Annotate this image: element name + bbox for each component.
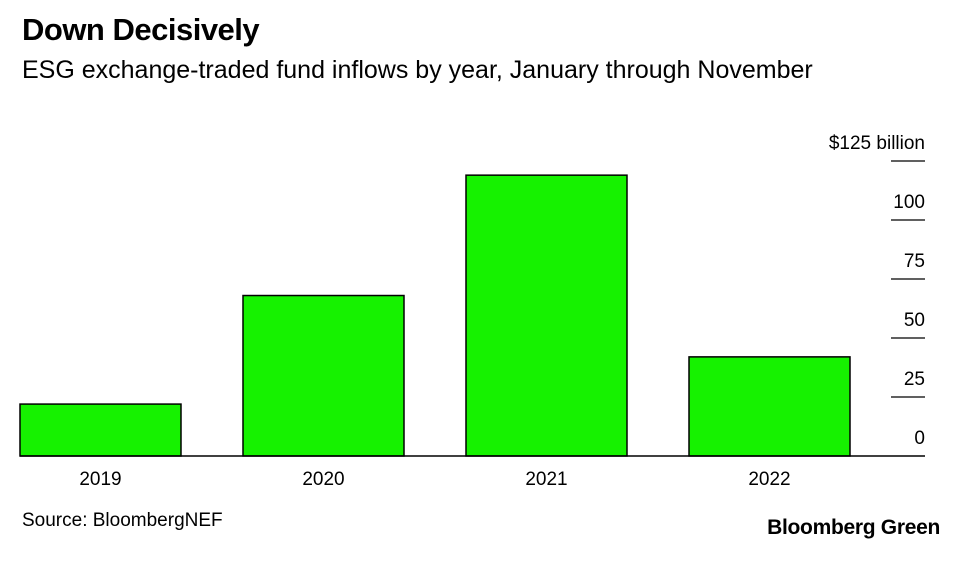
bar-2019 [19,403,182,457]
y-tick-label: 100 [893,192,925,213]
y-tick-label: 75 [904,251,925,272]
x-tick-label: 2022 [748,469,790,490]
bar-2020 [242,294,405,457]
bar-2021 [465,174,628,457]
source-note: Source: BloombergNEF [22,510,223,531]
y-tick-label: 0 [914,428,925,449]
chart-subtitle: ESG exchange-traded fund inflows by year… [22,56,813,84]
y-tick-label: $125 billion [829,133,925,154]
y-tick-label: 50 [904,310,925,331]
x-tick-label: 2020 [302,469,344,490]
y-tick-label: 25 [904,369,925,390]
bar-2022 [688,356,851,457]
x-tick-label: 2021 [525,469,567,490]
brand-logo: Bloomberg Green [767,516,940,539]
chart-title: Down Decisively [22,12,260,47]
x-tick-label: 2019 [79,469,121,490]
